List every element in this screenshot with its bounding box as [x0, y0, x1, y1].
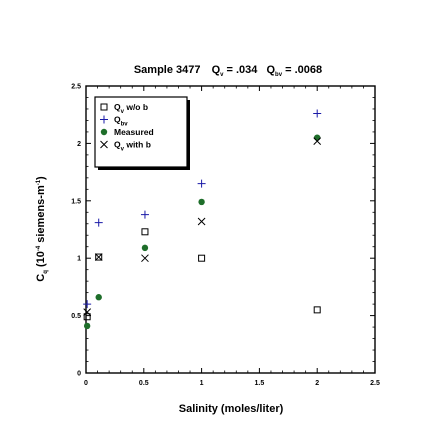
x-tick-label: 1	[200, 380, 204, 387]
y-axis-title-units-pre: (10	[35, 251, 47, 270]
data-point-qv_wob	[83, 313, 91, 321]
y-axis-title-units-post: )	[35, 176, 47, 180]
legend-label-symbol: Q	[114, 140, 121, 150]
y-axis-title-units-mid: siemens-m	[35, 185, 47, 246]
legend-marker-qv_wob	[100, 103, 108, 111]
y-tick-label: 1	[77, 256, 81, 263]
legend-label-qbv: Qbv	[114, 115, 128, 128]
chart-title: Sample 3477 Qv = .034 Qbv = .0068	[134, 64, 322, 78]
x-tick-label: 2.5	[370, 380, 380, 387]
chart-title-sample: Sample 3477	[134, 64, 201, 76]
data-point-qbv	[197, 179, 206, 188]
data-point-qv_withb	[197, 217, 206, 226]
data-point-qv_wob	[313, 306, 321, 314]
y-axis-title-exp2: -1	[36, 179, 42, 185]
legend-label-sub: v	[121, 109, 125, 115]
legend-marker-qbv	[100, 115, 108, 124]
legend-label-measured: Measured	[114, 127, 154, 137]
data-point-qv_wob	[141, 228, 149, 236]
y-axis-title: Cq (10-4 siemens-m-1)	[35, 176, 49, 282]
chart-title-qv: Q	[212, 64, 221, 76]
data-point-qbv	[94, 218, 103, 227]
x-tick-label: 1.5	[255, 380, 265, 387]
data-point-measured	[198, 198, 205, 206]
y-tick-label: 0.5	[71, 313, 81, 320]
legend-marker-qv_withb	[100, 140, 108, 149]
axis-ticks: 0 0.5 1 1.5 2 2.5 0 0.5 1 1.5 2 2.5	[71, 84, 380, 388]
legend-label-rest: w/o b	[124, 102, 148, 112]
data-points	[83, 109, 322, 330]
legend-label-rest: with b	[124, 140, 151, 150]
data-point-qbv	[140, 210, 149, 219]
data-point-qv_withb	[94, 253, 103, 261]
y-tick-label: 2	[77, 141, 81, 148]
data-point-qv_withb	[141, 254, 149, 263]
y-tick-label: 2.5	[71, 84, 81, 91]
x-tick-label: 0	[84, 380, 88, 387]
data-point-qbv	[83, 300, 92, 309]
y-tick-label: 0	[77, 371, 81, 378]
data-point-qbv	[313, 109, 322, 118]
chart-title-qv-value: = .034	[223, 64, 258, 76]
legend-label-symbol: Q	[114, 115, 121, 125]
data-point-measured	[141, 244, 149, 252]
data-point-measured	[83, 322, 91, 330]
y-axis-title-sub: q	[43, 270, 49, 274]
legend-label-sub: bv	[121, 122, 129, 128]
data-point-qv_wob	[95, 253, 103, 261]
data-point-qv_withb	[313, 137, 322, 145]
legend-label-symbol: Q	[114, 102, 121, 112]
chart-title-qbv-sub: bv	[275, 72, 283, 78]
legend-label-sub: v	[121, 147, 125, 153]
y-axis-title-main: C	[35, 274, 47, 282]
y-axis-title-exp: -4	[36, 245, 42, 251]
legend-label-qv_wob: Qv w/o b	[114, 102, 148, 115]
chart-title-qbv: Q	[266, 64, 275, 76]
chart-title-qbv-value: = .0068	[282, 64, 322, 76]
data-point-qv_wob	[198, 254, 206, 262]
data-point-qv_withb	[83, 308, 92, 317]
data-point-measured	[314, 134, 321, 141]
legend-label-symbol: Measured	[114, 127, 154, 137]
x-tick-label: 0.5	[139, 380, 149, 387]
chart-title-qv-sub: v	[220, 72, 224, 78]
legend-box	[94, 96, 188, 168]
plot-frame	[85, 85, 376, 374]
x-tick-label: 2	[315, 380, 319, 387]
x-axis-title: Salinity (moles/liter)	[179, 403, 284, 415]
data-point-measured	[95, 294, 102, 301]
legend-label-qv_withb: Qv with b	[114, 140, 151, 153]
legend-marker-measured	[100, 128, 108, 136]
y-tick-label: 1.5	[71, 198, 81, 205]
